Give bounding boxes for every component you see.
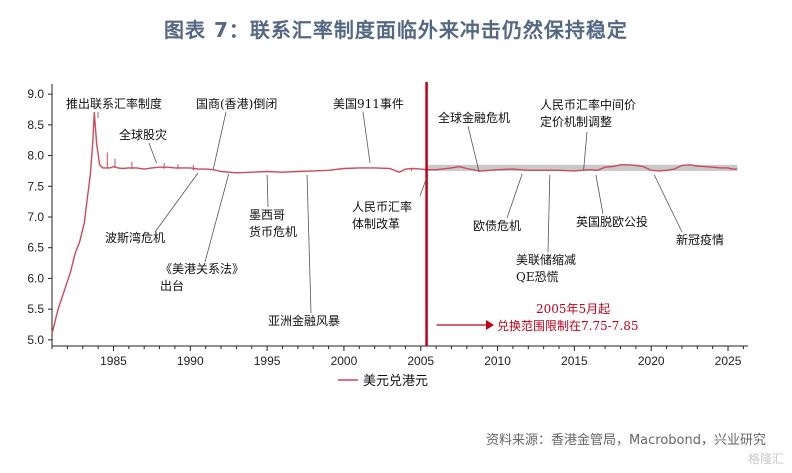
y-tick-label: 5.0 — [27, 333, 44, 347]
annotation-label: 推出联系汇率制度 — [66, 96, 162, 111]
y-tick-label: 7.5 — [27, 179, 44, 193]
annotation-leader — [506, 173, 523, 219]
annotation-leader — [595, 174, 604, 215]
annotation-leader — [362, 111, 371, 164]
annotation-leaders — [97, 111, 683, 314]
annotation-leader — [154, 172, 199, 233]
annotation-leader — [306, 174, 312, 314]
annotation-label: 人民币汇率中间价 — [540, 97, 636, 112]
annotation-leader — [653, 174, 683, 233]
y-tick-label: 9.0 — [27, 87, 44, 101]
annotation-label: 美联储缩减 — [516, 252, 576, 267]
red-arrow-head — [486, 320, 494, 330]
annotation-leader — [419, 177, 427, 197]
x-tick-label: 2005 — [407, 354, 434, 368]
annotation-label: 定价机制调整 — [540, 114, 612, 129]
series-layer — [51, 111, 738, 334]
x-tick-label: 1990 — [177, 354, 204, 368]
annotation-label: 国商(香港)倒闭 — [196, 96, 277, 111]
y-tick-label: 8.0 — [27, 149, 44, 163]
y-tick-label: 5.5 — [27, 302, 44, 316]
axes: 5.0 5.5 6.0 6.5 7.0 7.5 8.0 8.5 9.0 1985 1990 1995 2… — [27, 84, 748, 368]
annotation-label: QE恐慌 — [516, 270, 559, 284]
red-note-line1: 2005年5月起 — [536, 302, 610, 316]
annotation-leader — [266, 174, 269, 208]
x-tick-label: 2020 — [638, 354, 665, 368]
annotation-label: 英国脱欧公投 — [576, 214, 648, 229]
annotation-label: 波斯湾危机 — [105, 230, 165, 245]
annotation-label: 欧债危机 — [473, 219, 521, 233]
annotation-label: 货币危机 — [249, 224, 297, 239]
x-tick-label: 1985 — [100, 354, 127, 368]
y-tick-label: 8.5 — [27, 118, 44, 132]
annotation-leader — [547, 174, 551, 253]
legend-label: 美元兑港元 — [363, 374, 428, 389]
annotation-label: 《美港关系法》 — [160, 262, 244, 276]
annotation-leader — [148, 142, 157, 164]
annotation-label: 人民币汇率 — [352, 199, 412, 214]
annotation-label: 体制改革 — [352, 217, 400, 231]
annotation-label: 全球金融危机 — [438, 110, 510, 125]
watermark-logo: 格隆汇 — [747, 452, 784, 466]
band-7-75-7-85 — [426, 164, 738, 171]
band-layer — [426, 164, 738, 171]
annotation-leader — [212, 111, 227, 170]
annotation-label: 新冠疫情 — [676, 232, 724, 247]
x-tick-label: 2000 — [331, 354, 358, 368]
series-line-usdhkd — [51, 111, 738, 334]
y-tick-label: 6.0 — [27, 271, 44, 285]
annotation-label: 美国911事件 — [333, 97, 404, 111]
annotation-label: 出台 — [160, 278, 184, 293]
annotation-leader — [204, 173, 230, 263]
x-tick-label: 1995 — [254, 354, 281, 368]
x-tick-label: 2025 — [715, 354, 742, 368]
chart-title: 图表 7：联系汇率制度面临外来冲击仍然保持稳定 — [164, 18, 628, 42]
annotation-label: 全球股灾 — [119, 127, 167, 142]
y-tick-label: 6.5 — [27, 241, 44, 255]
annotation-label: 亚洲金融风暴 — [268, 313, 340, 328]
source-note: 资料来源：香港金管局，Macrobond，兴业研究 — [485, 433, 766, 448]
x-tick-label: 2010 — [484, 354, 511, 368]
x-tick-label: 2015 — [561, 354, 588, 368]
annotation-label: 墨西哥 — [249, 208, 285, 222]
y-tick-label: 7.0 — [27, 210, 44, 224]
red-note-line2: 兑换范围限制在7.75-7.85 — [497, 319, 639, 333]
annotation-leader — [583, 131, 588, 171]
legend: 美元兑港元 — [338, 374, 428, 389]
annotation-leader — [467, 125, 480, 173]
